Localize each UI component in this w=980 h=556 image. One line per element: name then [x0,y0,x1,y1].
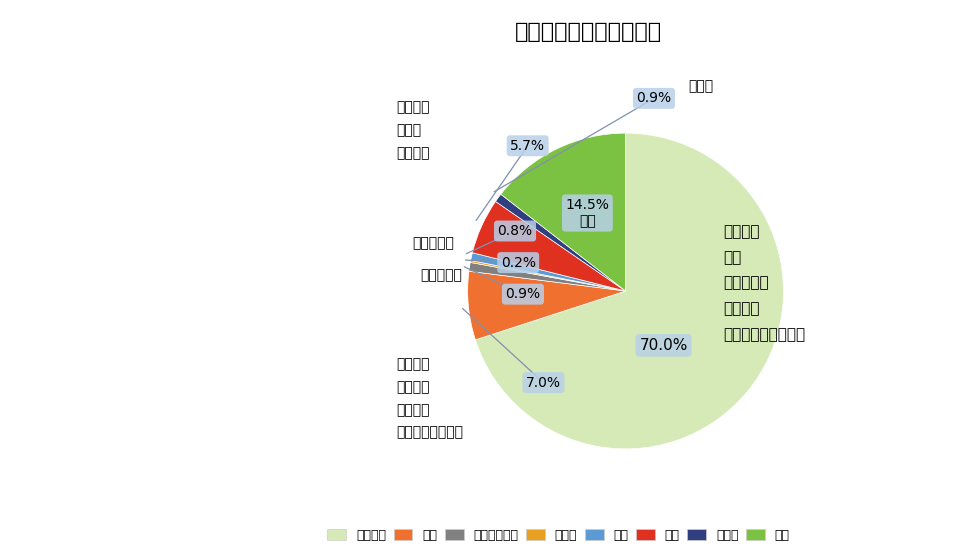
Wedge shape [470,253,625,291]
Wedge shape [468,262,625,291]
Text: アメリカ
カナダ
メキシコ: アメリカ カナダ メキシコ [397,100,430,160]
Legend: アジア圏, 欧州, オセアニア圏, 中東圏, 南米, 北米, ロシア, 日本: アジア圏, 欧州, オセアニア圏, 中東圏, 南米, 北米, ロシア, 日本 [322,524,795,547]
Text: 0.9%: 0.9% [636,91,671,106]
Text: ロシア: ロシア [689,79,713,93]
Text: コロンビア: コロンビア [413,237,455,251]
Text: 70.0%: 70.0% [639,338,688,353]
Text: 0.9%: 0.9% [506,287,541,301]
Text: イスラエル: イスラエル [420,268,463,282]
Text: 0.8%: 0.8% [498,224,532,238]
Wedge shape [470,260,625,291]
Text: 在籍する学生の国と地域: 在籍する学生の国と地域 [514,22,662,42]
Wedge shape [496,194,625,291]
Text: ネパール
タイ
ミャンマー
ベトナム
バングラデシュなど: ネパール タイ ミャンマー ベトナム バングラデシュなど [723,224,806,342]
Text: 14.5%
日本: 14.5% 日本 [565,198,610,228]
Wedge shape [501,133,625,291]
Text: 0.2%: 0.2% [501,256,536,270]
Text: フランス
イタリア
イギリス
スウェーデンなど: フランス イタリア イギリス スウェーデンなど [397,357,464,440]
Text: 5.7%: 5.7% [511,139,545,153]
Text: 7.0%: 7.0% [526,376,561,390]
Wedge shape [472,201,625,291]
Wedge shape [475,133,783,449]
Wedge shape [467,271,625,340]
